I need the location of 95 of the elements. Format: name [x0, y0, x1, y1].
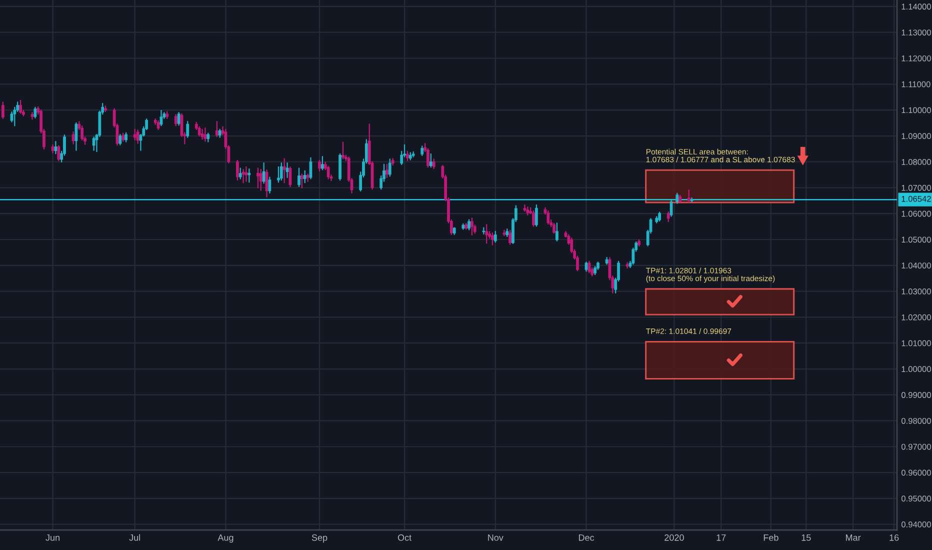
x-tick-label: Feb: [764, 534, 778, 541]
y-tick-label: 1.06000: [902, 210, 931, 217]
y-tick-label: 1.13000: [902, 30, 931, 36]
y-tick-label: 1.00000: [902, 366, 931, 372]
y-tick-label: 1.14000: [902, 4, 931, 10]
x-tick-label: Dec: [578, 534, 594, 541]
y-tick-label: 1.05000: [902, 236, 931, 243]
y-tick-label: 0.95000: [901, 496, 931, 502]
candlestick: [468, 219, 470, 230]
y-tick-label: 1.12000: [902, 55, 931, 62]
candlestick: [502, 230, 506, 236]
candlestick: [1, 102, 4, 119]
candlestick: [54, 141, 58, 154]
candlestick: [282, 158, 286, 184]
candlestick: [342, 142, 344, 160]
candlestick: [215, 121, 218, 138]
x-tick-label: Jul: [129, 534, 140, 541]
x-tick-label: Nov: [488, 534, 504, 541]
candlestick: [236, 160, 239, 180]
candlestick: [690, 198, 694, 202]
x-tick-label: Mar: [846, 534, 861, 541]
x-tick-label: Sep: [312, 534, 328, 543]
candlestick: [432, 158, 436, 169]
candlestick: [280, 162, 283, 180]
candlestick: [303, 170, 306, 184]
candlestick: [546, 210, 550, 225]
candlestick: [259, 169, 262, 191]
candlestick: [406, 150, 409, 162]
y-tick-label: 1.01000: [902, 340, 931, 346]
x-tick-label: Aug: [218, 534, 234, 543]
y-tick-label: 1.02000: [902, 314, 931, 320]
y-tick-label: 0.99000: [901, 392, 931, 398]
y-tick-label: 1.10000: [902, 107, 931, 114]
candlestick: [204, 128, 207, 142]
candlestick: [318, 160, 321, 172]
candlestick: [556, 222, 558, 242]
candlestick: [262, 162, 266, 184]
y-tick-label: 1.03000: [902, 288, 931, 294]
candlestick: [687, 190, 690, 203]
candlestick: [534, 204, 538, 227]
candlestick: [57, 145, 60, 162]
candlestick: [174, 114, 178, 126]
y-tick-label: 1.04000: [902, 262, 931, 268]
candlestick: [321, 156, 324, 170]
y-tick-label: 0.94000: [901, 522, 931, 528]
x-tick-label: 2020: [664, 534, 684, 541]
candlestick: [491, 232, 494, 246]
y-tick-label: 0.96000: [901, 470, 931, 476]
ref-line-label: 1.06542: [902, 196, 931, 202]
candlestick: [118, 134, 122, 146]
candlestick: [494, 230, 497, 243]
x-tick-label: 15: [802, 534, 811, 541]
candlestick: [34, 106, 37, 118]
y-tick-label: 1.09000: [902, 133, 931, 140]
candlestick: [286, 162, 289, 178]
y-tick-label: 1.11000: [902, 81, 930, 88]
x-tick-label: Jun: [46, 534, 60, 541]
candlestick: [508, 230, 512, 245]
candlestick: [277, 166, 280, 183]
x-tick-label: 17: [716, 534, 726, 541]
y-tick-label: 0.97000: [901, 444, 931, 450]
candlestick: [268, 176, 272, 194]
y-tick-label: 1.07000: [902, 184, 931, 191]
candlestick: [470, 218, 474, 236]
candlestick: [429, 154, 432, 168]
candlestick: [248, 168, 251, 183]
x-tick-label: 16: [890, 534, 899, 541]
candlestick: [482, 227, 486, 234]
candlestick: [200, 128, 204, 140]
candlestick: [532, 210, 535, 227]
candlestick: [238, 168, 242, 180]
candlestick: [338, 154, 342, 180]
candlestick: [388, 158, 392, 177]
candlestick: [523, 204, 526, 212]
candlestick: [326, 166, 330, 180]
candlestick: [300, 174, 304, 188]
candlestick: [30, 112, 34, 120]
candlestick: [198, 126, 201, 136]
candlestick: [186, 121, 190, 138]
candlestick: [676, 192, 679, 204]
candlestick: [256, 168, 260, 188]
candlestick: [177, 112, 180, 126]
y-tick-label: 1.08000: [902, 159, 931, 165]
y-tick-label: 0.98000: [901, 418, 931, 424]
candlestick: [92, 136, 96, 151]
candlestick: [133, 128, 136, 140]
candlestick: [485, 224, 488, 244]
candlestick: [552, 222, 556, 234]
x-tick-label: Oct: [398, 534, 412, 541]
candlestick: [242, 169, 245, 184]
candlestick: [666, 211, 670, 222]
candlestick: [385, 164, 388, 178]
candlestick: [420, 146, 424, 156]
candlestick: [298, 168, 300, 187]
candlestick: [19, 100, 22, 114]
